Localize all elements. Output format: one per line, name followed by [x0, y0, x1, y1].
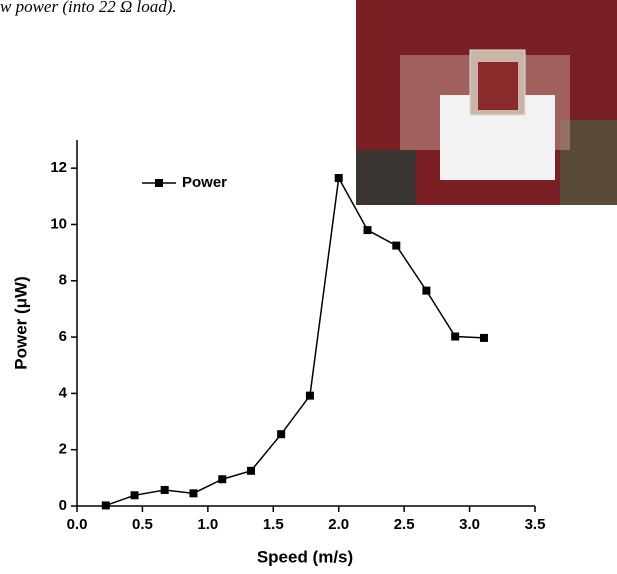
y-tick-label: 6: [59, 328, 67, 345]
y-tick-label: 0: [59, 497, 67, 514]
y-tick-label: 2: [59, 441, 67, 458]
x-tick-label: 1.5: [263, 516, 284, 533]
x-tick-label: 0.0: [67, 516, 88, 533]
x-tick-label: 2.0: [328, 516, 349, 533]
marker: [305, 391, 314, 400]
marker: [363, 226, 372, 235]
y-tick-label: 10: [50, 215, 67, 232]
y-tick-label: 8: [59, 272, 67, 289]
marker: [130, 491, 139, 500]
x-tick-label: 3.0: [459, 516, 480, 533]
x-tick-label: 1.0: [197, 516, 218, 533]
marker: [451, 332, 460, 341]
marker: [101, 501, 110, 510]
legend-label: Power: [182, 174, 227, 191]
y-tick-label: 12: [50, 159, 67, 176]
marker: [334, 174, 343, 183]
marker: [277, 430, 286, 439]
y-tick-label: 4: [59, 384, 68, 401]
photo: [356, 0, 617, 205]
marker: [479, 333, 488, 342]
marker: [247, 466, 256, 475]
marker: [392, 241, 401, 250]
line: [105, 175, 485, 507]
marker: [189, 489, 198, 498]
legend-marker: [155, 179, 163, 187]
marker: [218, 475, 227, 484]
caption: w power (into 22 Ω load).: [0, 0, 177, 16]
marker: [160, 485, 169, 494]
marker: [422, 286, 431, 295]
x-tick-label: 3.5: [525, 516, 546, 533]
x-axis-title: Speed (m/s): [257, 547, 353, 566]
x-tick-label: 2.5: [394, 516, 415, 533]
y-axis-title: Power (μW): [11, 276, 30, 370]
x-tick-label: 0.5: [132, 516, 153, 533]
